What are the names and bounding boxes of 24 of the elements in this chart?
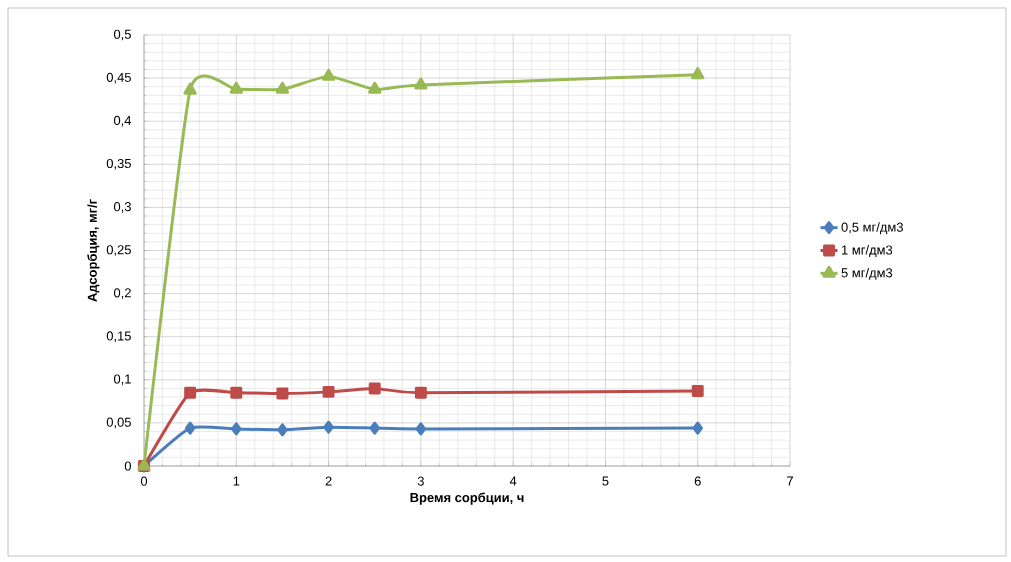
legend-label: 0,5 мг/дм3	[841, 222, 903, 235]
x-tick-label: 2	[325, 476, 332, 486]
x-axis-title: Время сорбции, ч	[410, 492, 524, 505]
x-tick-label: 7	[787, 476, 793, 486]
x-tick-label: 4	[509, 476, 517, 486]
legend-label: 5 мг/дм3	[841, 267, 893, 280]
legend-label: 1 мг/дм3	[842, 245, 893, 258]
y-tick-label: 0,15	[106, 331, 131, 343]
x-tick-label: 5	[602, 476, 609, 486]
y-tick-label: 0,35	[106, 158, 131, 170]
x-tick-label: 1	[233, 476, 240, 486]
y-tick-label: 0,2	[113, 288, 131, 299]
x-tick-label: 0	[140, 476, 148, 486]
y-tick-label: 0,05	[106, 417, 131, 429]
y-tick-label: 0,1	[113, 374, 131, 386]
y-axis-title: Адсорбция, мг/г	[87, 199, 100, 302]
y-tick-label: 0,3	[113, 202, 131, 213]
y-tick-label: 0,5	[113, 29, 131, 41]
x-tick-label: 3	[417, 476, 424, 486]
y-tick-label: 0,25	[106, 245, 131, 256]
y-tick-label: 0,45	[106, 72, 131, 84]
x-tick-label: 6	[694, 476, 701, 486]
y-tick-label: 0,4	[113, 115, 132, 127]
y-tick-label: 0	[124, 461, 131, 471]
